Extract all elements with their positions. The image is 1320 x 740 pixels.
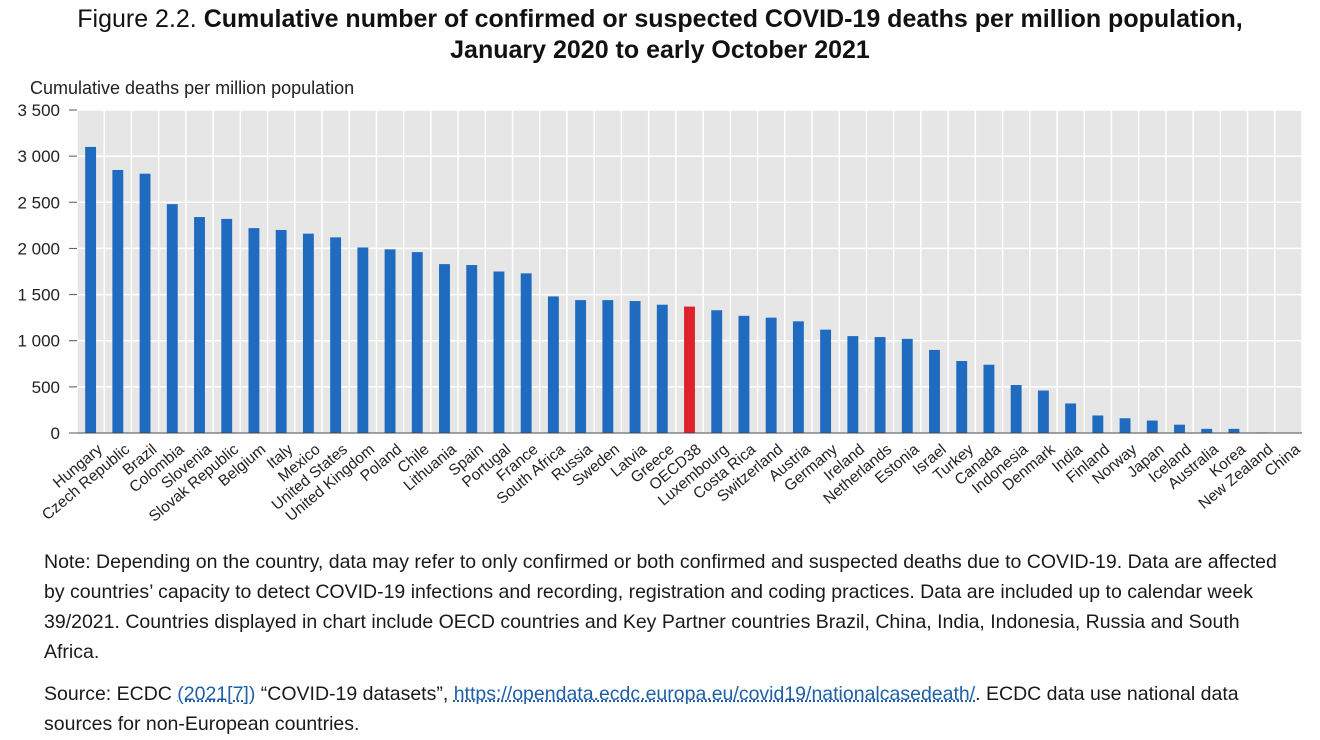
bar-latvia (629, 301, 641, 433)
bar-denmark (1037, 390, 1049, 433)
source-text: Source: ECDC (2021[7]) “COVID-19 dataset… (44, 679, 1294, 739)
bar-costa-rica (738, 315, 750, 433)
bar-switzerland (765, 317, 777, 433)
bar-chart: 0 500 1 000 1 500 2 000 2 500 3 000 3 500 Hunga… (17, 78, 1304, 526)
bar-ireland (847, 336, 859, 433)
bar-japan (1146, 420, 1158, 433)
bar-russia (575, 300, 587, 433)
bar-oecd38 (684, 306, 695, 433)
bar-poland (384, 249, 396, 433)
bar-mexico (302, 233, 314, 433)
bar-belgium (248, 228, 260, 433)
y-axis-ticks: 0 500 1 000 1 500 2 000 2 500 3 000 3 500 (17, 101, 77, 443)
bar-indonesia (1010, 385, 1022, 433)
bar-korea (1228, 428, 1240, 433)
bar-germany (820, 329, 832, 433)
bar-chile (411, 252, 423, 433)
source-reference-link[interactable]: (2021[7]) (177, 683, 256, 705)
y-tick-label: 3 000 (17, 147, 60, 166)
bar-lithuania (439, 264, 450, 433)
y-tick-label: 3 500 (17, 101, 60, 120)
bar-austria (792, 321, 804, 433)
bar-colombia (166, 204, 178, 433)
bar-australia (1201, 428, 1213, 433)
source-middle: “COVID-19 datasets”, (255, 683, 454, 705)
source-prefix: Source: ECDC (44, 683, 178, 705)
bar-south-africa (547, 296, 559, 433)
bar-turkey (956, 361, 968, 433)
bar-hungary (85, 146, 97, 433)
bar-netherlands (874, 337, 886, 433)
figure-prefix: Figure 2.2. (77, 5, 197, 33)
bar-united-kingdom (357, 247, 369, 433)
bar-norway (1119, 418, 1131, 433)
bar-canada (983, 364, 995, 433)
y-tick-label: 1 500 (17, 286, 60, 305)
figure-title-line2: January 2020 to early October 2021 (450, 36, 870, 64)
y-tick-label: 0 (51, 424, 60, 443)
y-tick-label: 500 (32, 378, 60, 397)
bar-brazil (139, 173, 151, 434)
bar-india (1065, 403, 1077, 433)
bar-israel (929, 349, 940, 433)
bar-slovenia (194, 217, 205, 433)
y-axis-title: Cumulative deaths per million population (30, 78, 354, 98)
bar-luxembourg (711, 310, 723, 433)
figure-title-line1: Figure 2.2. Cumulative number of confirm… (0, 4, 1320, 35)
source-suffix: . ECDC data use national data sources fo… (44, 683, 1239, 735)
bar-finland (1092, 415, 1104, 433)
bar-greece (656, 304, 668, 433)
figure-title-text: Cumulative number of confirmed or suspec… (203, 5, 1243, 33)
bar-sweden (602, 300, 614, 433)
bar-czech-republic (112, 169, 124, 433)
y-tick-label: 2 000 (17, 239, 60, 258)
bars (85, 146, 1294, 434)
y-tick-label: 2 500 (17, 193, 60, 212)
bar-estonia (901, 338, 913, 433)
note-text: Note: Depending on the country, data may… (44, 551, 1277, 663)
bar-france (520, 273, 532, 433)
bar-united-states (330, 237, 342, 433)
bar-italy (275, 229, 287, 433)
figure-title: Figure 2.2. Cumulative number of confirm… (0, 4, 1320, 66)
source-url-link[interactable]: https://opendata.ecdc.europa.eu/covid19/… (453, 683, 976, 705)
bar-slovak-republic (221, 218, 233, 433)
bar-iceland (1174, 424, 1185, 433)
bar-spain (466, 265, 478, 433)
bar-portugal (493, 271, 505, 433)
y-tick-label: 1 000 (17, 332, 60, 351)
